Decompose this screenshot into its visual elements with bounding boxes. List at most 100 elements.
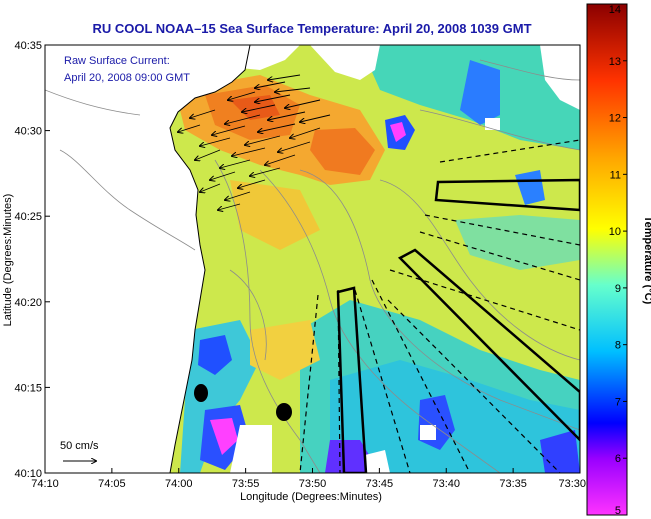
colorbar-ticks: 14 13 12 11 10 9 8 7 6 5 <box>609 3 627 517</box>
contour-line <box>229 269 267 361</box>
current-vector <box>232 147 266 156</box>
x-tick-label: 73:55 <box>232 478 260 490</box>
current-legend-line2: April 20, 2008 09:00 GMT <box>64 72 190 84</box>
current-vector <box>275 87 311 92</box>
colorbar-tick-label: 14 <box>609 4 621 16</box>
x-tick-label: 73:45 <box>366 478 394 490</box>
coastline-nj <box>169 45 251 473</box>
current-vector <box>278 141 311 152</box>
y-tick-label: 40:30 <box>14 126 42 138</box>
land-staten-island <box>230 45 300 70</box>
land-new-jersey <box>45 45 250 473</box>
current-vector <box>238 179 266 188</box>
x-tick-label: 74:10 <box>31 478 59 490</box>
current-vector <box>268 74 301 80</box>
sst-cool-region-east <box>455 215 580 270</box>
x-tick-label: 74:05 <box>98 478 126 490</box>
current-vector <box>210 171 236 180</box>
sst-cold-core-1 <box>390 122 406 142</box>
current-vector <box>258 123 296 132</box>
x-tick-label: 73:30 <box>558 478 586 490</box>
station-marker-1 <box>194 384 208 402</box>
x-tick-label: 73:50 <box>299 478 327 490</box>
survey-line <box>354 289 411 473</box>
current-vector <box>300 114 331 122</box>
current-legend-line1: Raw Surface Current: <box>64 55 170 67</box>
survey-boxes <box>336 178 580 473</box>
sst-warm-plume-core-2 <box>310 128 375 175</box>
sst-warm-plume-hot <box>230 95 280 120</box>
x-axis-label: Longitude (Degrees:Minutes) <box>240 491 382 503</box>
current-vector <box>290 127 321 138</box>
current-vector <box>225 191 251 200</box>
survey-box-south <box>336 286 368 473</box>
survey-line <box>389 269 580 331</box>
current-vector <box>225 114 261 124</box>
contour-line <box>299 169 580 431</box>
survey-line <box>439 139 580 163</box>
map-title: RU COOL NOAA–15 Sea Surface Temperature:… <box>92 21 531 36</box>
survey-line <box>387 299 561 473</box>
cloud-mask-1 <box>78 95 112 110</box>
colorbar-tick-label: 8 <box>615 340 621 352</box>
sst-warm-patch-south <box>250 320 320 380</box>
current-vector <box>255 81 286 88</box>
cloud-mask-3 <box>420 425 436 440</box>
y-tick-label: 40:10 <box>14 468 42 480</box>
colorbar-tick-label: 10 <box>609 226 621 238</box>
current-vector <box>268 111 306 120</box>
current-vector <box>178 124 201 132</box>
current-vector <box>245 135 281 145</box>
contour-line <box>379 179 580 361</box>
current-vector <box>195 149 221 160</box>
current-vector <box>285 99 321 108</box>
colorbar-tick-label: 6 <box>615 453 621 465</box>
colorbar-tick-label: 12 <box>609 113 621 125</box>
cloud-mask-2 <box>485 118 500 130</box>
x-tick-label: 73:35 <box>499 478 527 490</box>
contour-line <box>259 169 501 473</box>
survey-box-east <box>434 178 580 212</box>
colorbar <box>586 3 628 516</box>
land-long-island <box>310 45 380 80</box>
contour-line <box>59 149 196 251</box>
station-marker-2 <box>276 403 292 421</box>
map-area: Raw Surface Current: April 20, 2008 09:0… <box>45 45 580 473</box>
colorbar-tick-label: 5 <box>615 505 621 517</box>
current-vector <box>190 109 216 118</box>
surface-current-vectors <box>178 74 331 210</box>
contour-line <box>419 109 580 151</box>
current-vector <box>242 104 276 112</box>
survey-line <box>419 231 580 281</box>
y-tick-label: 40:20 <box>14 297 42 309</box>
colorbar-tick-label: 7 <box>615 396 621 408</box>
current-vector <box>265 154 296 165</box>
y-tick-label: 40:25 <box>14 211 42 223</box>
land-cloud-ne <box>540 45 580 110</box>
sst-cold-patch-2 <box>460 60 500 125</box>
sst-cold-patch-4 <box>198 335 232 375</box>
survey-line <box>371 279 471 473</box>
bathymetry-contours <box>45 59 580 473</box>
current-vector <box>200 183 221 192</box>
colorbar-tick-label: 11 <box>610 169 621 181</box>
sst-cold-patch-7 <box>515 170 545 205</box>
contour-line <box>45 89 141 116</box>
sst-cold-core-5 <box>210 418 238 455</box>
sst-warm-band <box>230 180 320 250</box>
current-vector <box>218 203 241 210</box>
land-coast-south <box>45 430 165 473</box>
colorbar-label: Temperature (°C) <box>642 216 651 305</box>
x-tick-label: 73:40 <box>432 478 460 490</box>
survey-line <box>299 294 319 473</box>
colorbar-tick-label: 9 <box>615 283 621 295</box>
contour-line <box>479 59 580 81</box>
current-vector <box>212 125 246 135</box>
coastline <box>169 45 251 473</box>
scale-bar-label: 50 cm/s <box>60 440 99 452</box>
survey-box-southeast <box>397 248 580 442</box>
y-tick-label: 40:15 <box>14 382 42 394</box>
y-axis-ticks: 40:35 40:30 40:25 40:20 40:15 40:10 <box>14 40 50 480</box>
sst-cool-region-south-inner <box>330 360 580 473</box>
y-axis-label: Latitude (Degrees:Minutes) <box>2 194 14 327</box>
